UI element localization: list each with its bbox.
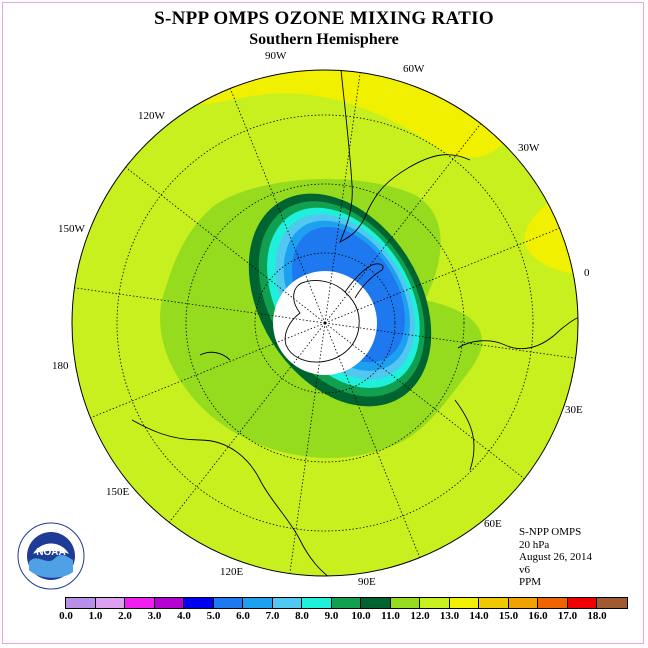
latitude-circles: [116, 114, 534, 532]
colorbar-swatch: [449, 598, 479, 608]
colorbar-swatch: [272, 598, 302, 608]
antarctica-coast: [284, 280, 360, 363]
colorbar-swatch: [302, 598, 332, 608]
lon-label-120e: 120E: [220, 566, 244, 578]
meridian-line: [74, 287, 326, 324]
lon-label-30e: 30E: [565, 404, 583, 416]
observation-date: August 26, 2014: [519, 551, 593, 563]
lon-label-180: 180: [52, 360, 69, 372]
colorbar-swatch: [125, 598, 155, 608]
meridian-line: [324, 72, 361, 324]
lon-label-150e: 150E: [106, 486, 130, 498]
lon-label-60w: 60W: [403, 63, 425, 75]
antarctic-peninsula: [344, 263, 384, 299]
map-boundary: [71, 69, 579, 577]
lon-label-90w: 90W: [265, 50, 287, 62]
logo-text: NOAA: [36, 547, 65, 558]
lon-label-30w: 30W: [518, 142, 540, 154]
units-label: PPM: [519, 576, 542, 588]
colorbar-tick-label: 13.0: [439, 610, 460, 622]
colorbar-tick-label: 11.0: [381, 610, 400, 622]
colorbar-swatch: [567, 598, 597, 608]
meridian-line: [324, 227, 560, 324]
colorbar-swatch: [538, 598, 568, 608]
new-zealand: [199, 351, 231, 361]
colorbar-tick-label: 18.0: [587, 610, 607, 622]
meridian-line: [324, 123, 482, 324]
meridian-line: [324, 322, 525, 480]
lon-label-90e: 90E: [358, 576, 376, 588]
noaa-logo-icon: NOAA: [17, 522, 85, 590]
meridian-line: [324, 322, 576, 359]
colorbar-tick-label: 12.0: [410, 610, 430, 622]
lon-label-120w: 120W: [138, 110, 165, 122]
colorbar-tick-label: 1.0: [88, 610, 103, 622]
colorbar-tick-label: 8.0: [295, 610, 309, 622]
madagascar: [454, 399, 475, 471]
colorbar-tick-label: 7.0: [265, 610, 280, 622]
info-block: S-NPP OMPS 20 hPa August 26, 2014 v6 PPM: [519, 526, 592, 589]
meridian-line: [125, 166, 326, 324]
chart-title: S-NPP OMPS OZONE MIXING RATIO: [154, 8, 494, 29]
colorbar-tick-label: 3.0: [147, 610, 162, 622]
pressure-level: 20 hPa: [519, 538, 550, 551]
colorbar-swatch: [331, 598, 361, 608]
colorbar-swatch: [597, 598, 627, 608]
map-fill: [72, 70, 578, 576]
colorbar-swatch: [361, 598, 391, 608]
colorbar-swatch: [420, 598, 450, 608]
meridian-line: [229, 88, 326, 324]
product-version: v6: [519, 563, 530, 576]
lon-label-60e: 60E: [484, 518, 502, 530]
colorbar-tick-label: 15.0: [498, 610, 519, 622]
colorbar-tick-label: 4.0: [177, 610, 191, 622]
colorbar-swatch: [479, 598, 509, 608]
longitude-lines: [74, 72, 576, 574]
colorbar-swatch: [243, 598, 273, 608]
colorbar-swatch: [95, 598, 125, 608]
colorbar-swatch: [154, 598, 184, 608]
meridian-line: [168, 322, 326, 523]
south-pole-marker: [323, 321, 327, 325]
south-america-coast: [339, 70, 471, 243]
colorbar-tick-label: 16.0: [528, 610, 548, 622]
instrument-name: S-NPP OMPS: [519, 526, 582, 538]
colorbar-tick-label: 10.0: [351, 610, 371, 622]
australia-coast: [131, 419, 331, 576]
colorbar-tick-label: 0.0: [59, 610, 73, 622]
meridian-line: [324, 322, 421, 558]
colorbar-swatch: [390, 598, 420, 608]
colorbar-swatch: [184, 598, 214, 608]
africa-coast: [457, 317, 578, 350]
colorbar-tick-label: 17.0: [557, 610, 578, 622]
colorbar-tick-label: 6.0: [236, 610, 250, 622]
colorbar-tick-label: 14.0: [469, 610, 489, 622]
colorbar-swatch: [66, 598, 96, 608]
chart-subtitle: Southern Hemisphere: [249, 31, 399, 48]
coastlines: [131, 70, 578, 576]
lon-label-150w: 150W: [58, 223, 85, 235]
colorbar-tick-label: 2.0: [118, 610, 132, 622]
meridian-line: [90, 322, 326, 419]
colorbar: [65, 597, 628, 609]
colorbar-tick-label: 5.0: [206, 610, 221, 622]
colorbar-swatch: [508, 598, 538, 608]
colorbar-swatch: [213, 598, 243, 608]
colorbar-tick-label: 9.0: [324, 610, 339, 622]
lon-label-0: 0: [584, 267, 590, 279]
